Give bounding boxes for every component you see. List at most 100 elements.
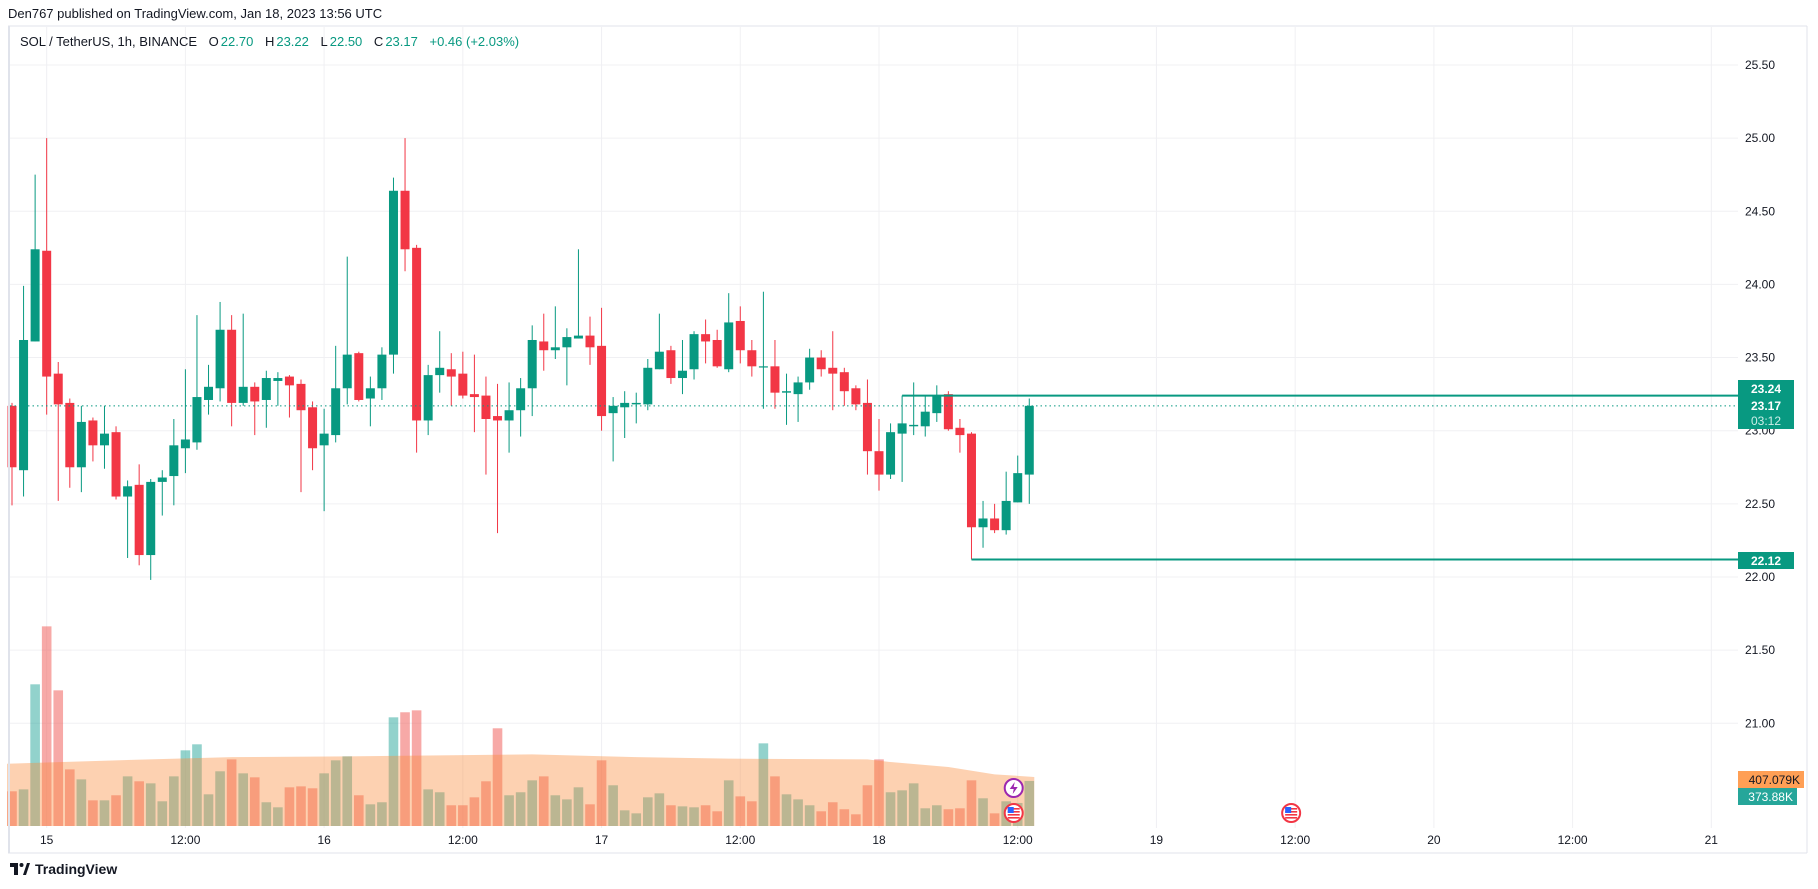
volume-bar xyxy=(261,802,272,826)
footer-brand[interactable]: TradingView xyxy=(10,861,117,877)
candle-up xyxy=(643,367,653,405)
volume-bar xyxy=(550,795,561,826)
candle-up xyxy=(388,190,398,355)
volume-ma-label-bg xyxy=(1738,771,1804,788)
volume-bar xyxy=(562,799,572,826)
candle-down xyxy=(735,320,745,351)
chart-legend[interactable]: SOL / TetherUS, 1h, BINANCE O 22.70 H 23.2… xyxy=(20,34,527,49)
time-axis[interactable]: 15 12:00 16 12:00 17 12:00 18 12:00 19 12:00 20 12:… xyxy=(40,833,1718,847)
candle-down xyxy=(943,394,953,430)
candle-up xyxy=(920,411,930,427)
candle-up xyxy=(169,445,179,477)
time-tick-label: 12:00 xyxy=(170,833,200,847)
volume-bar xyxy=(608,785,618,826)
volume-bar xyxy=(1024,780,1035,826)
legend-high-key: H xyxy=(264,34,275,49)
volume-bar xyxy=(932,805,942,826)
flag-stripe xyxy=(1285,814,1298,816)
volume-ma-area xyxy=(7,754,1035,826)
volume-bar xyxy=(666,805,676,826)
volume-bar xyxy=(111,795,121,826)
candle-up xyxy=(689,334,699,370)
us-flag-icon[interactable] xyxy=(1281,803,1302,823)
candle-up xyxy=(261,378,271,400)
volume-bar xyxy=(770,776,780,826)
volume-bar xyxy=(284,787,295,826)
volume-bar xyxy=(585,804,595,826)
volume-bar xyxy=(296,786,306,826)
flag-stripe xyxy=(1007,814,1020,816)
time-tick-label: 19 xyxy=(1150,833,1164,847)
volume-bar xyxy=(804,805,815,826)
volume-bar xyxy=(492,728,503,826)
flag-stripe xyxy=(1007,817,1020,819)
candle-up xyxy=(331,388,341,436)
candle-up xyxy=(504,410,514,421)
us-flag-icon[interactable] xyxy=(1003,803,1024,823)
time-tick-label: 16 xyxy=(317,833,331,847)
legend-close-key: C xyxy=(373,34,384,49)
candle-up xyxy=(550,347,560,351)
volume-bar xyxy=(238,773,248,826)
price-tick-label: 22.00 xyxy=(1745,570,1775,584)
candle-down xyxy=(493,416,503,421)
candle-down xyxy=(770,366,780,393)
legend-change: +0.46 (+2.03%) xyxy=(429,34,520,49)
candle-down xyxy=(458,373,468,396)
candle-down xyxy=(712,339,722,367)
volume-bar xyxy=(481,781,491,826)
volume-bar xyxy=(423,789,433,826)
time-tick-label: 17 xyxy=(595,833,609,847)
candle-down xyxy=(666,350,676,379)
candle-down xyxy=(412,247,422,421)
flag-canton xyxy=(1007,807,1014,813)
time-tick-label: 20 xyxy=(1427,833,1441,847)
volume-bar xyxy=(747,801,757,826)
footer-brand-text: TradingView xyxy=(35,861,118,877)
price-axis-bg[interactable] xyxy=(1738,26,1807,853)
candle-up xyxy=(573,335,583,339)
candle-down xyxy=(851,388,861,405)
candle-down xyxy=(354,353,364,400)
volume-bar xyxy=(504,795,514,826)
volume-bar xyxy=(677,806,688,826)
volume-bar xyxy=(157,801,168,826)
time-tick-label: 18 xyxy=(872,833,886,847)
candle-countdown: 03:12 xyxy=(1751,414,1781,428)
candle-down xyxy=(7,405,17,468)
legend-close: 23.17 xyxy=(385,34,418,49)
candle-up xyxy=(238,386,248,403)
candle-up xyxy=(157,477,167,482)
candle-down xyxy=(585,335,595,348)
horizontal-levels[interactable] xyxy=(10,394,1738,561)
volume-bar xyxy=(134,781,144,826)
candle-down xyxy=(874,451,884,475)
candle-down xyxy=(839,372,849,392)
candle-up xyxy=(677,370,687,379)
price-tick-label: 23.50 xyxy=(1745,351,1775,365)
candle-up xyxy=(342,354,352,389)
lightning-icon[interactable] xyxy=(1003,778,1024,798)
volume-bar xyxy=(377,802,387,826)
last-price-label-bg xyxy=(1738,397,1794,429)
candle-down xyxy=(227,329,237,403)
tradingview-logo-icon xyxy=(10,863,30,875)
candle-up xyxy=(932,395,942,414)
legend-symbol[interactable]: SOL / TetherUS, 1h, BINANCE xyxy=(20,34,198,49)
volume-bar xyxy=(654,793,665,826)
candle-up xyxy=(897,423,907,434)
price-tick-label: 22.50 xyxy=(1745,497,1775,511)
legend-low-key: L xyxy=(320,34,328,49)
volume-bar xyxy=(180,750,191,826)
volume-bar xyxy=(469,797,480,826)
time-tick-label: 12:00 xyxy=(1558,833,1588,847)
candle-down xyxy=(539,341,549,351)
volume-bar xyxy=(874,759,884,826)
volume-bar xyxy=(354,795,364,826)
candle-down xyxy=(134,484,144,556)
volume-bar xyxy=(122,776,133,826)
candle-up xyxy=(423,375,433,421)
time-tick-label: 12:00 xyxy=(1003,833,1033,847)
event-markers[interactable] xyxy=(1003,778,1302,823)
